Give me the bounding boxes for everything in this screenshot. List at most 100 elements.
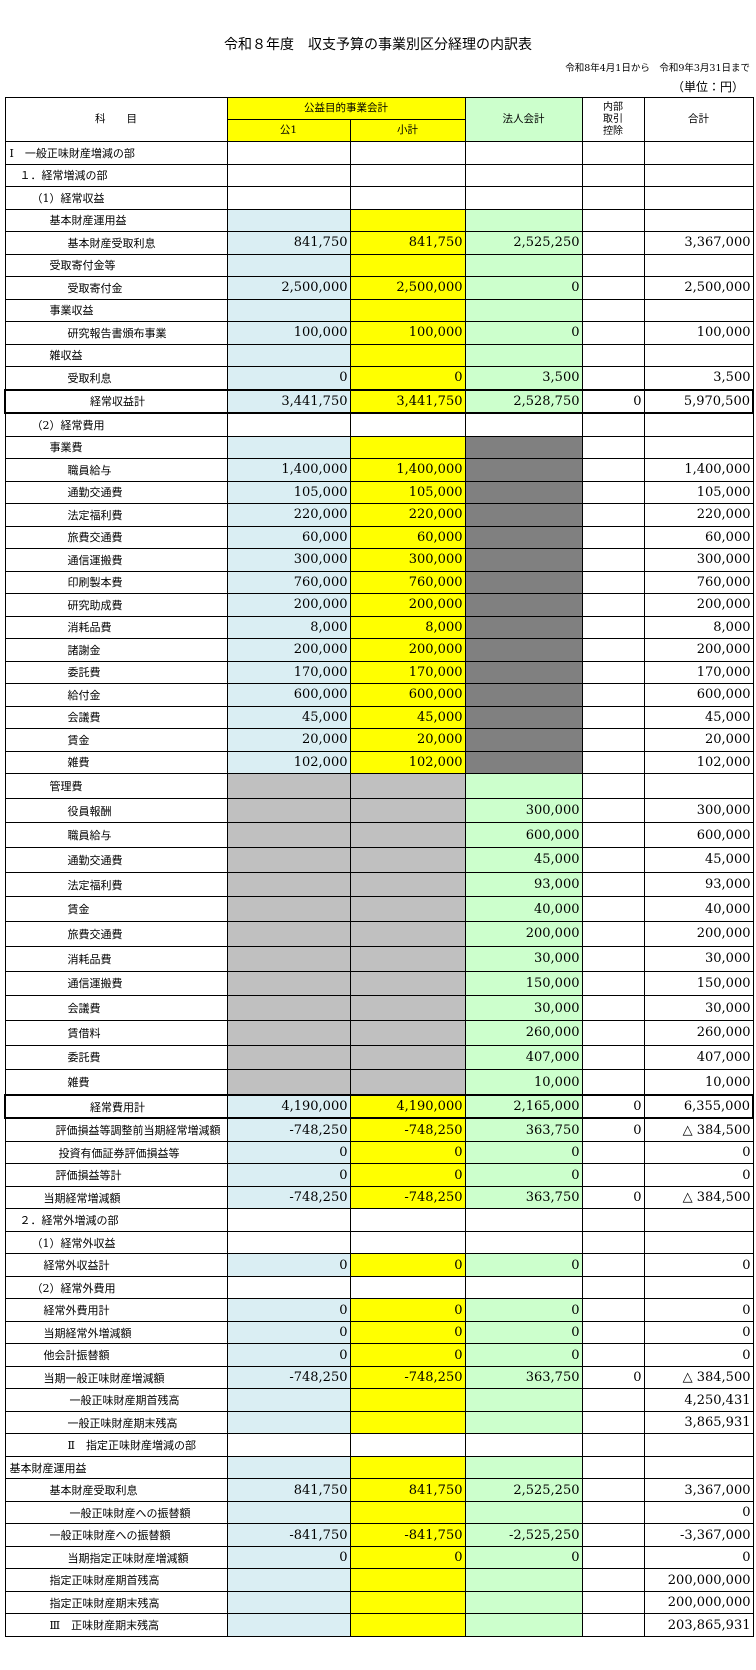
amount-cell xyxy=(226,1455,351,1480)
amount-cell xyxy=(464,480,583,504)
row-label: 雑費 xyxy=(4,750,228,774)
amount-cell: 0 xyxy=(643,1500,754,1525)
amount-cell: 220,000 xyxy=(643,503,754,527)
amount-cell xyxy=(464,525,583,549)
amount-cell: 102,000 xyxy=(226,750,351,774)
amount-cell xyxy=(464,705,583,729)
amount-cell xyxy=(349,1069,466,1096)
table-row: 受取寄付金 2,500,000 2,500,000 0 2,500,000 xyxy=(4,276,754,300)
amount-cell xyxy=(581,525,645,549)
amount-cell: 0 xyxy=(226,1545,351,1570)
amount-cell xyxy=(464,503,583,527)
table-row: 基本財産受取利息 841,750 841,750 2,525,250 3,367,000 xyxy=(4,1478,754,1502)
amount-cell xyxy=(349,1613,466,1637)
amount-cell xyxy=(581,458,645,482)
table-row: 当期経常外増減額 0 0 0 0 xyxy=(4,1320,754,1345)
amount-cell xyxy=(581,163,645,187)
amount-cell: 20,000 xyxy=(349,728,466,752)
table-row: 経常収益計 3,441,750 3,441,750 2,528,750 0 5,970,5… xyxy=(4,388,754,414)
amount-cell: 0 xyxy=(581,388,645,414)
amount-cell: 60,000 xyxy=(349,525,466,549)
row-label: 当期経常外増減額 xyxy=(4,1320,228,1345)
amount-cell: 300,000 xyxy=(464,797,583,824)
amount-cell: 0 xyxy=(349,1140,466,1165)
amount-cell xyxy=(581,1478,645,1502)
amount-cell xyxy=(581,253,645,277)
amount-cell xyxy=(349,896,466,923)
table-row: 職員給与 600,000 600,000 xyxy=(4,822,754,849)
table-row: 通信運搬費 300,000 300,000 300,000 xyxy=(4,548,754,572)
amount-cell xyxy=(581,1500,645,1525)
amount-cell: 8,000 xyxy=(349,615,466,639)
amount-cell: 170,000 xyxy=(643,660,754,684)
table-row: 事業収益 xyxy=(4,298,754,322)
amount-cell xyxy=(643,298,754,322)
amount-cell xyxy=(581,822,645,849)
table-row: ２．経常外増減の部 xyxy=(4,1208,754,1232)
amount-cell xyxy=(464,1455,583,1480)
amount-cell xyxy=(464,1410,583,1435)
amount-cell xyxy=(226,1208,351,1232)
amount-cell xyxy=(581,660,645,684)
amount-cell xyxy=(464,412,583,437)
amount-cell xyxy=(581,186,645,210)
row-label: Ⅰ 一般正味財産増減の部 xyxy=(4,141,228,165)
amount-cell xyxy=(581,1298,645,1322)
table-row: 旅費交通費 200,000 200,000 xyxy=(4,921,754,947)
amount-cell: 0 xyxy=(581,1093,645,1120)
amount-cell: 105,000 xyxy=(349,480,466,504)
amount-cell: 4,190,000 xyxy=(226,1093,351,1120)
amount-cell: 760,000 xyxy=(349,570,466,594)
amount-cell xyxy=(464,435,583,459)
amount-cell: 0 xyxy=(464,276,583,300)
table-row: 評価損益等調整前当期経常増減額 -748,250 -748,250 363,750 0 △… xyxy=(4,1117,754,1142)
amount-cell xyxy=(349,298,466,322)
amount-cell: 105,000 xyxy=(643,480,754,504)
row-label: 指定正味財産期末残高 xyxy=(4,1590,228,1615)
amount-cell xyxy=(464,1433,583,1457)
amount-cell xyxy=(349,1019,466,1046)
amount-cell xyxy=(349,995,466,1021)
amount-cell: 363,750 xyxy=(464,1117,583,1142)
amount-cell: 45,000 xyxy=(643,847,754,873)
row-label: （1）経常収益 xyxy=(4,186,228,210)
header-cell: 公益目的事業会計 xyxy=(226,97,466,120)
amount-cell: 200,000 xyxy=(226,638,351,662)
row-label: 評価損益等計 xyxy=(4,1163,228,1187)
row-label: 評価損益等調整前当期経常増減額 xyxy=(4,1117,228,1142)
header-cell: 内部 取引 控除 xyxy=(581,97,645,142)
table-row: 経常費用計 4,190,000 4,190,000 2,165,000 0 6,355,0… xyxy=(4,1093,754,1120)
amount-cell xyxy=(581,896,645,923)
table-row: 通勤交通費 105,000 105,000 105,000 xyxy=(4,480,754,504)
table-row: 基本財産運用益 xyxy=(4,1455,754,1480)
table-row: 他会計振替額 0 0 0 0 xyxy=(4,1343,754,1367)
amount-cell xyxy=(643,773,754,799)
amount-cell: 0 xyxy=(464,1343,583,1367)
table-row: 当期経常増減額 -748,250 -748,250 363,750 0 △ 384,500 xyxy=(4,1185,754,1210)
amount-cell: 150,000 xyxy=(464,970,583,997)
amount-cell xyxy=(464,593,583,617)
amount-cell xyxy=(349,186,466,210)
table-row: Ⅱ 指定正味財産増減の部 xyxy=(4,1433,754,1457)
table-row: 委託費 170,000 170,000 170,000 xyxy=(4,660,754,684)
amount-cell xyxy=(226,1410,351,1435)
amount-cell: △ 384,500 xyxy=(643,1117,754,1142)
amount-cell: 0 xyxy=(226,1343,351,1367)
amount-cell: 200,000 xyxy=(643,638,754,662)
amount-cell xyxy=(464,683,583,707)
amount-cell xyxy=(581,1410,645,1435)
amount-cell xyxy=(581,1019,645,1046)
amount-cell: 0 xyxy=(349,1320,466,1345)
amount-cell xyxy=(581,1163,645,1187)
table-row: 委託費 407,000 407,000 xyxy=(4,1044,754,1071)
amount-cell xyxy=(349,412,466,437)
amount-cell: -841,750 xyxy=(349,1523,466,1547)
amount-cell xyxy=(226,1590,351,1615)
amount-cell xyxy=(226,1044,351,1071)
amount-cell: 3,500 xyxy=(643,366,754,390)
row-label: 基本財産運用益 xyxy=(4,208,228,232)
amount-cell xyxy=(226,773,351,799)
amount-cell: 0 xyxy=(226,366,351,390)
amount-cell: 0 xyxy=(226,1320,351,1345)
